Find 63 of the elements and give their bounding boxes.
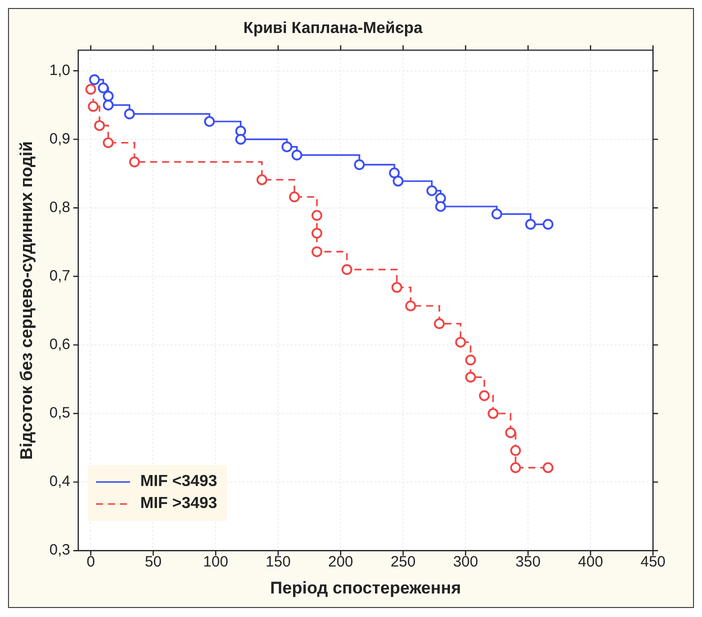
chart-title: Криві Каплана-Мейєра — [243, 20, 423, 38]
y-tick-label: 0,5 — [49, 404, 70, 422]
y-tick-label: 1,0 — [49, 62, 70, 79]
x-axis-title: Період спостереження — [270, 578, 462, 598]
point — [505, 427, 516, 438]
point — [405, 300, 416, 312]
y-tick-label: 0,6 — [49, 336, 70, 354]
x-tick-label: 300 — [453, 554, 478, 571]
point — [542, 462, 554, 474]
point — [129, 156, 140, 168]
point — [292, 150, 302, 160]
point — [89, 74, 100, 86]
point — [98, 82, 109, 94]
point — [311, 246, 322, 258]
point — [341, 264, 352, 275]
x-tick-label: 150 — [266, 554, 291, 571]
x-tick-label: 50 — [144, 554, 162, 571]
point — [204, 116, 215, 127]
point — [510, 462, 521, 474]
y-tick-label: 0,3 — [49, 542, 70, 559]
y-tick-label: 0,9 — [49, 130, 70, 148]
point — [256, 174, 268, 186]
point — [235, 134, 246, 145]
x-tick-label: 250 — [390, 554, 416, 571]
point — [525, 218, 536, 230]
point — [478, 390, 490, 402]
point — [491, 208, 502, 220]
legend-label: MIF <3493 — [140, 472, 218, 491]
point — [392, 176, 404, 187]
y-axis-title: Відсоток без серцево-судинних подій — [16, 141, 36, 460]
point — [85, 84, 96, 95]
y-tick-label: 0,7 — [49, 268, 70, 285]
point — [102, 100, 114, 110]
x-tick-label: 200 — [328, 554, 354, 571]
point — [282, 141, 292, 152]
point — [426, 185, 438, 196]
x-tick-label: 350 — [516, 554, 541, 571]
point — [465, 354, 476, 366]
point — [434, 318, 445, 330]
point — [455, 336, 466, 348]
point — [391, 282, 402, 293]
point — [388, 168, 400, 178]
point — [465, 372, 476, 383]
legend-label: MIF >3493 — [140, 494, 218, 513]
x-tick-label: 400 — [578, 554, 604, 571]
point — [510, 445, 521, 456]
y-tick-label: 0,8 — [49, 199, 70, 216]
point — [88, 101, 99, 112]
point — [102, 137, 114, 148]
point — [94, 120, 105, 132]
point — [488, 408, 498, 419]
point — [289, 191, 300, 202]
x-tick-label: 100 — [203, 554, 228, 571]
point — [311, 210, 322, 221]
point — [102, 90, 114, 102]
point — [354, 159, 365, 170]
x-tick-label: 0 — [86, 554, 95, 571]
point — [435, 201, 446, 212]
point — [311, 228, 322, 239]
point — [542, 218, 554, 230]
y-tick-label: 0,4 — [49, 473, 70, 490]
x-tick-label: 450 — [640, 554, 666, 571]
point — [124, 108, 135, 120]
